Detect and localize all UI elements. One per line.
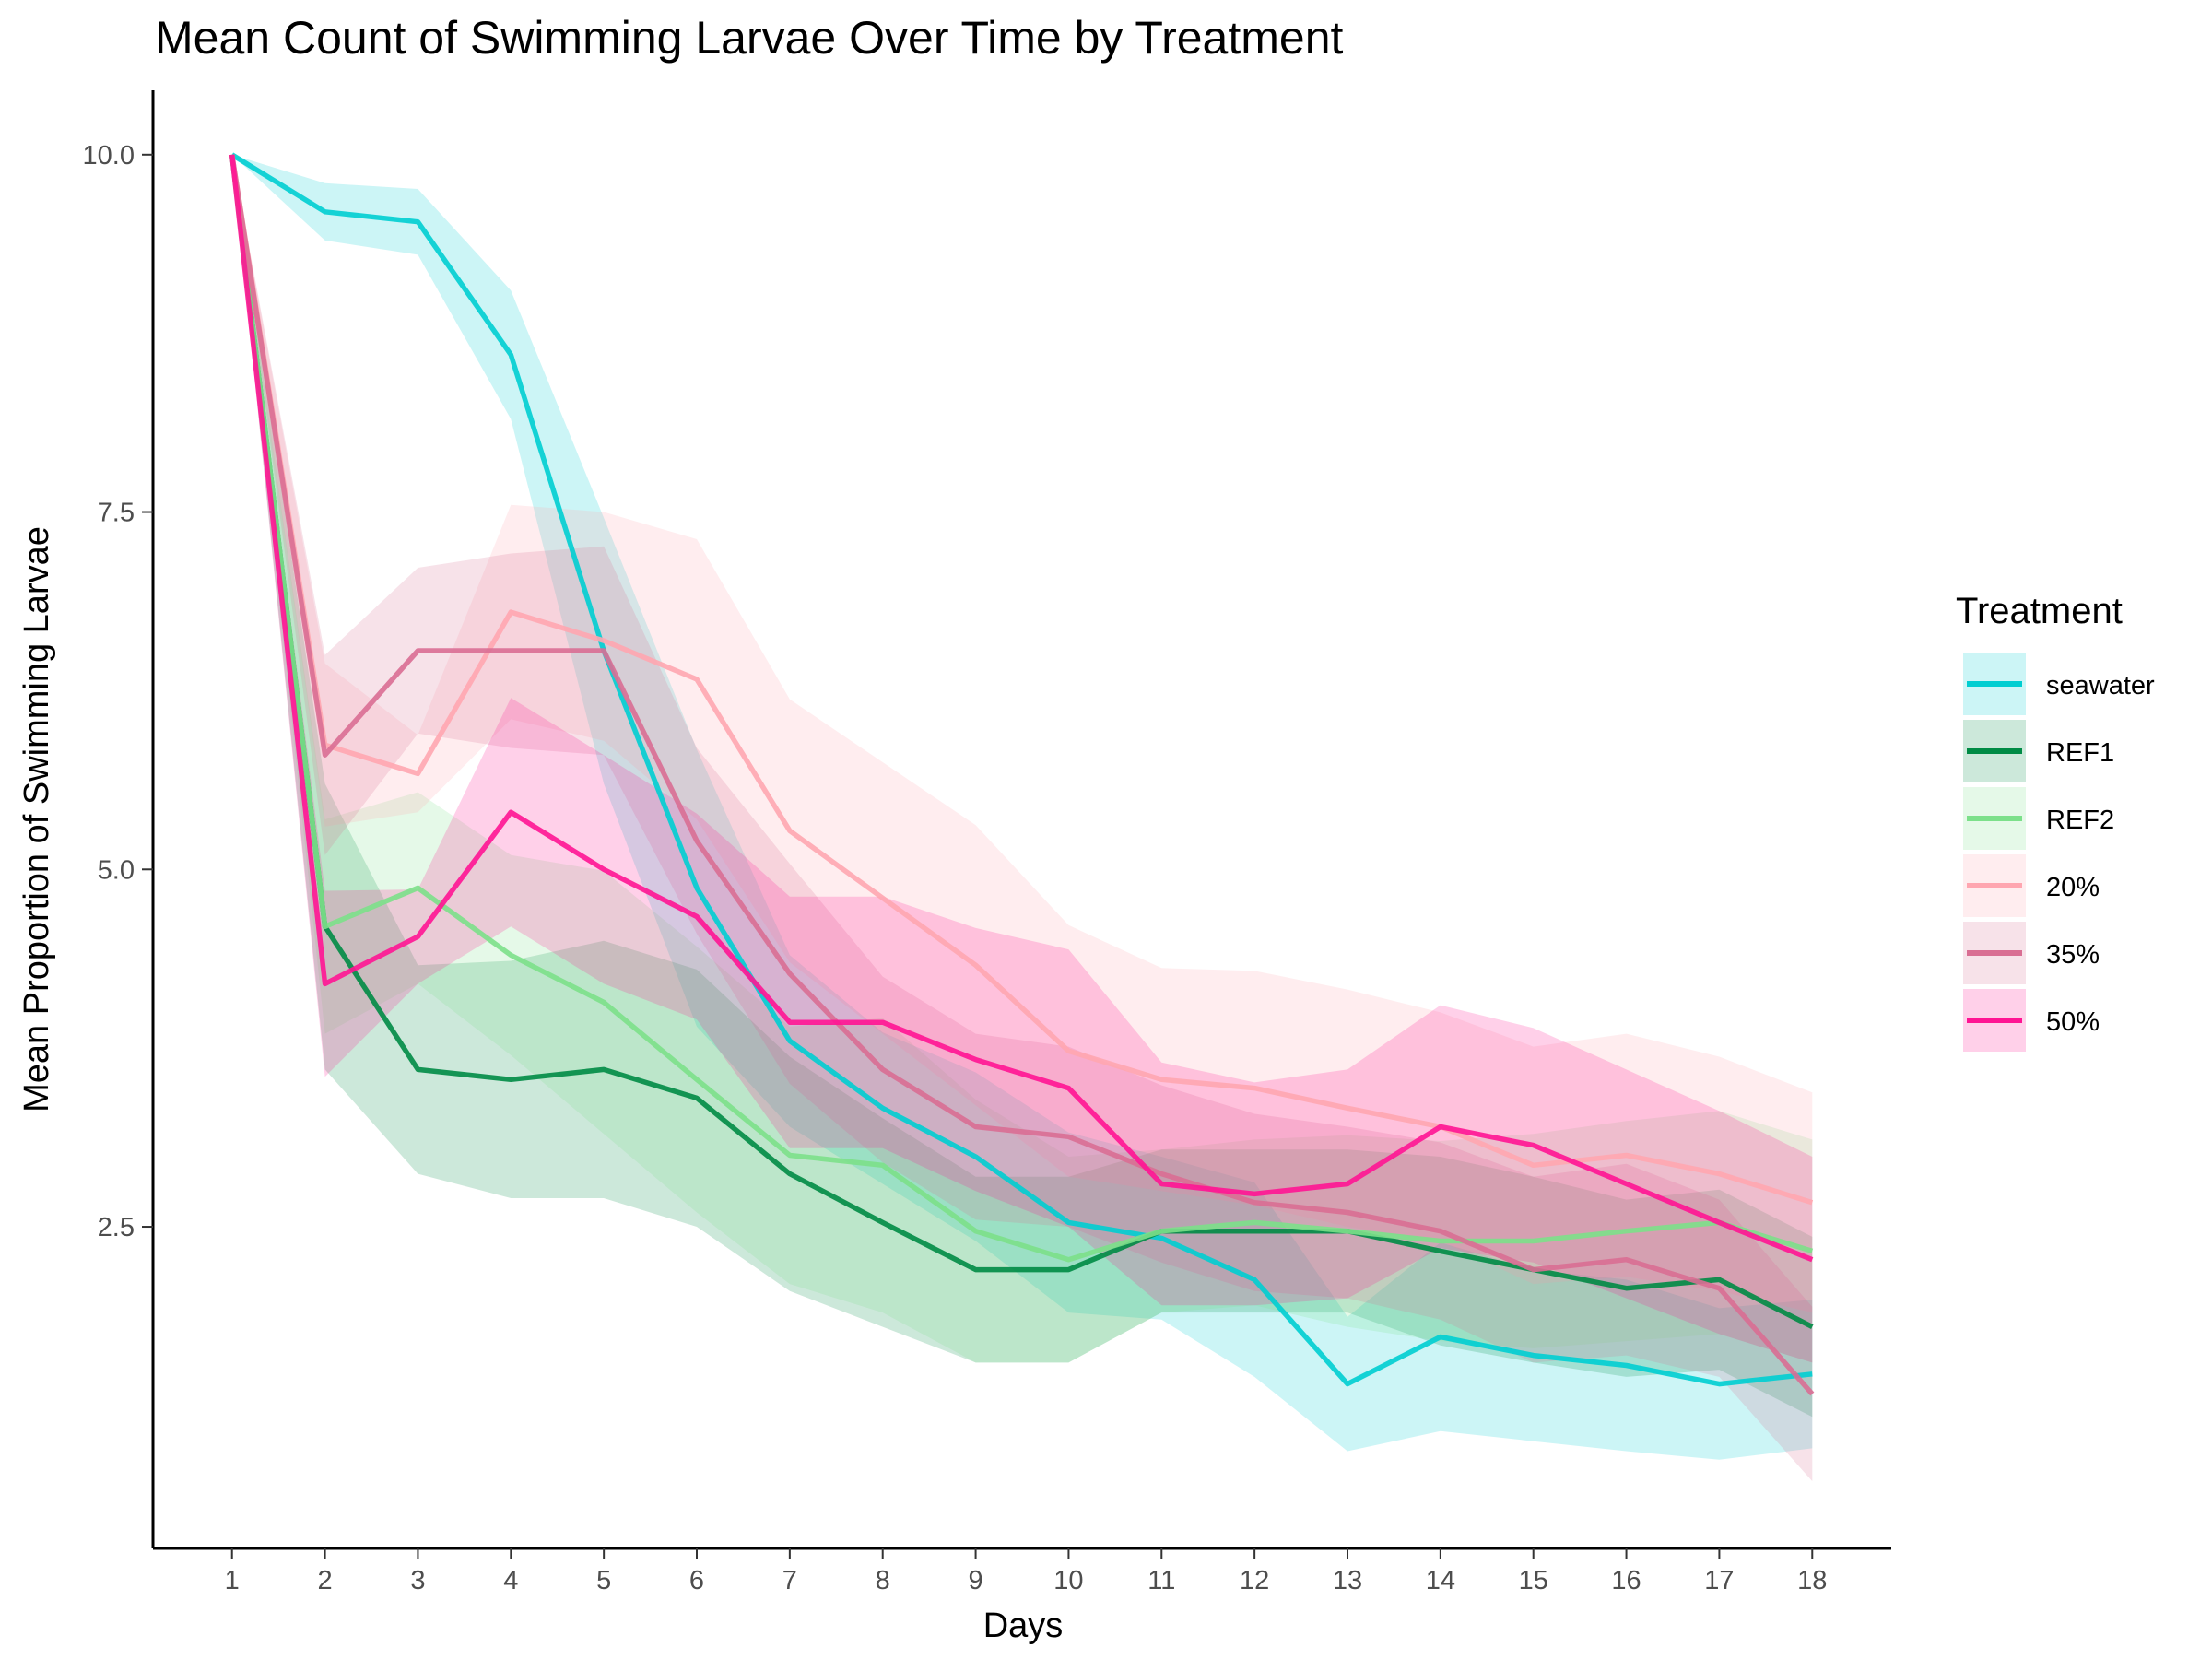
x-tick-label: 1: [225, 1566, 240, 1595]
x-axis-ticks: 1 2 3 4 5 6 7 8 9 10 11 12 13 14 15 16 17 18: [225, 1548, 1827, 1595]
legend-label: REF1: [2046, 738, 2114, 768]
axes: [151, 90, 1891, 1550]
legend-item-REF2: REF2: [1963, 787, 2114, 850]
legend-item-seawater: seawater: [1963, 653, 2155, 715]
y-tick-label: 5.0: [98, 855, 135, 885]
line-50%: [229, 154, 1814, 1263]
line-20%: [229, 154, 1814, 1206]
x-tick-label: 14: [1426, 1566, 1455, 1595]
line-35%: [229, 154, 1815, 1396]
x-tick-label: 8: [876, 1566, 890, 1595]
legend-title: Treatment: [1956, 591, 2123, 631]
x-tick-label: 15: [1519, 1566, 1548, 1595]
chart-title: Mean Count of Swimming Larvae Over Time …: [155, 12, 1344, 64]
legend-label: 35%: [2046, 940, 2100, 970]
legend-label: 50%: [2046, 1007, 2100, 1037]
legend-item-REF1: REF1: [1963, 720, 2114, 782]
legend-label: REF2: [2046, 806, 2114, 835]
x-tick-label: 4: [503, 1566, 518, 1595]
x-tick-label: 5: [596, 1566, 611, 1595]
legend-label: seawater: [2046, 671, 2155, 700]
x-tick-label: 18: [1797, 1566, 1827, 1595]
legend-item-50%: 50%: [1963, 989, 2100, 1052]
y-tick-label: 7.5: [98, 499, 135, 528]
legend-items: seawater REF1 REF2 20% 35% 50%: [1963, 653, 2155, 1052]
legend-item-35%: 35%: [1963, 922, 2100, 984]
line-seawater: [230, 152, 1813, 1387]
line-REF2: [229, 154, 1814, 1263]
legend-item-20%: 20%: [1963, 854, 2100, 917]
x-axis-title: Days: [983, 1606, 1064, 1645]
x-tick-label: 3: [410, 1566, 425, 1595]
ribbon-35%: [231, 154, 1813, 1482]
x-tick-label: 9: [969, 1566, 983, 1595]
legend: Treatment seawater REF1 REF2 20% 35% 50%: [1956, 591, 2155, 1052]
x-tick-label: 13: [1333, 1566, 1362, 1595]
ribbon-REF1: [231, 154, 1813, 1418]
line-REF1: [229, 154, 1814, 1330]
y-axis-title: Mean Proportion of Swimming Larvae: [18, 526, 56, 1112]
x-tick-label: 2: [318, 1566, 333, 1595]
x-tick-label: 6: [689, 1566, 704, 1595]
ribbon-20%: [231, 154, 1813, 1313]
x-tick-label: 12: [1240, 1566, 1269, 1595]
ribbon-50%: [231, 154, 1813, 1363]
x-tick-label: 17: [1704, 1566, 1734, 1595]
confidence-ribbons: [231, 154, 1813, 1482]
x-tick-label: 16: [1611, 1566, 1641, 1595]
ribbon-REF2: [231, 154, 1813, 1363]
series-lines: [229, 152, 1815, 1396]
legend-label: 20%: [2046, 873, 2100, 902]
ribbon-seawater: [231, 154, 1813, 1460]
x-tick-label: 7: [782, 1566, 797, 1595]
y-tick-label: 2.5: [98, 1213, 135, 1242]
y-tick-label: 10.0: [83, 141, 135, 171]
x-tick-label: 11: [1147, 1566, 1175, 1595]
y-axis-ticks: 2.5 5.0 7.5 10.0: [83, 141, 153, 1242]
x-tick-label: 10: [1053, 1566, 1083, 1595]
